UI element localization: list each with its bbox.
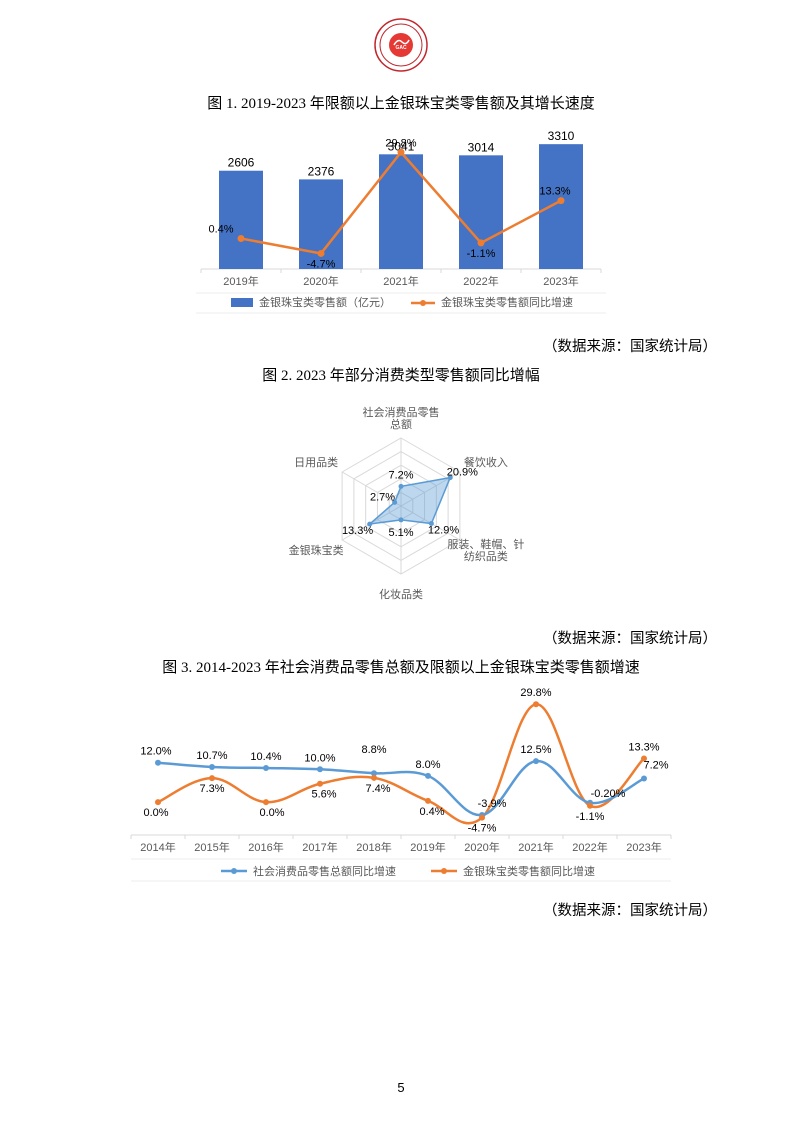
svg-text:29.8%: 29.8%: [385, 137, 416, 149]
svg-text:2376: 2376: [308, 164, 335, 178]
svg-text:12.0%: 12.0%: [140, 746, 171, 758]
svg-text:2022年: 2022年: [572, 840, 607, 854]
svg-text:2017年: 2017年: [302, 840, 337, 854]
svg-text:服装、鞋帽、针: 服装、鞋帽、针: [447, 537, 524, 551]
svg-text:2018年: 2018年: [356, 840, 391, 854]
svg-text:-1.1%: -1.1%: [576, 811, 605, 823]
svg-text:8.8%: 8.8%: [361, 744, 386, 756]
svg-text:10.7%: 10.7%: [196, 750, 227, 762]
page-number: 5: [397, 1080, 404, 1095]
svg-text:2023年: 2023年: [626, 840, 661, 854]
svg-text:-0.20%: -0.20%: [591, 788, 626, 800]
svg-text:总额: 总额: [390, 417, 412, 431]
svg-text:13.3%: 13.3%: [342, 525, 373, 537]
svg-text:化妆品类: 化妆品类: [379, 587, 423, 601]
svg-text:2023年: 2023年: [543, 274, 578, 288]
svg-text:5.6%: 5.6%: [311, 789, 336, 801]
chart2-source: （数据来源：国家统计局）: [85, 627, 717, 648]
svg-text:2019年: 2019年: [410, 840, 445, 854]
svg-text:10.4%: 10.4%: [250, 751, 281, 763]
svg-text:GAC: GAC: [395, 45, 407, 51]
svg-text:7.2%: 7.2%: [643, 759, 668, 771]
svg-text:-1.1%: -1.1%: [467, 248, 496, 260]
svg-text:日用品类: 日用品类: [294, 455, 338, 469]
svg-text:2606: 2606: [228, 156, 255, 170]
svg-text:2021年: 2021年: [383, 274, 418, 288]
svg-text:29.8%: 29.8%: [520, 687, 551, 699]
svg-text:0.0%: 0.0%: [143, 807, 168, 819]
svg-text:社会消费品零售总额同比增速: 社会消费品零售总额同比增速: [253, 864, 396, 878]
svg-text:5.1%: 5.1%: [388, 527, 413, 539]
chart1: 26062019年23762020年30412021年30142022年3310…: [171, 119, 631, 329]
svg-text:7.3%: 7.3%: [199, 783, 224, 795]
svg-text:2021年: 2021年: [518, 840, 553, 854]
svg-text:纺织品类: 纺织品类: [464, 549, 508, 563]
svg-text:2020年: 2020年: [464, 840, 499, 854]
svg-text:13.3%: 13.3%: [539, 186, 570, 198]
svg-text:2019年: 2019年: [223, 274, 258, 288]
svg-text:0.4%: 0.4%: [208, 223, 233, 235]
svg-text:3310: 3310: [548, 129, 575, 143]
svg-text:7.4%: 7.4%: [365, 783, 390, 795]
chart2-title: 图 2. 2023 年部分消费类型零售额同比增幅: [85, 364, 717, 385]
chart1-source: （数据来源：国家统计局）: [85, 335, 717, 356]
svg-text:2015年: 2015年: [194, 840, 229, 854]
chart3-title: 图 3. 2014-2023 年社会消费品零售总额及限额以上金银珠宝类零售额增速: [85, 656, 717, 677]
chart2: 社会消费品零售总额餐饮收入服装、鞋帽、针纺织品类化妆品类金银珠宝类日用品类7.2…: [181, 391, 621, 621]
svg-text:10.0%: 10.0%: [304, 752, 335, 764]
chart1-title: 图 1. 2019-2023 年限额以上金银珠宝类零售额及其增长速度: [85, 92, 717, 113]
svg-text:8.0%: 8.0%: [415, 759, 440, 771]
svg-text:20.9%: 20.9%: [447, 467, 478, 479]
svg-text:2022年: 2022年: [463, 274, 498, 288]
svg-text:0.0%: 0.0%: [259, 807, 284, 819]
svg-text:-3.9%: -3.9%: [478, 798, 507, 810]
svg-text:3014: 3014: [468, 140, 495, 154]
svg-text:7.2%: 7.2%: [388, 469, 413, 481]
chart3: 2014年 2015年 2016年 2017年 2018年 2019年 2020年 2021年…: [111, 683, 691, 893]
svg-text:13.3%: 13.3%: [628, 741, 659, 753]
svg-text:2020年: 2020年: [303, 274, 338, 288]
document-page: GAC 图 1. 2019-2023 年限额以上金银珠宝类零售额及其增长速度 2…: [0, 0, 802, 1133]
svg-text:2016年: 2016年: [248, 840, 283, 854]
svg-text:2.7%: 2.7%: [370, 491, 395, 503]
svg-text:-4.7%: -4.7%: [468, 823, 497, 835]
svg-text:社会消费品零售: 社会消费品零售: [363, 405, 440, 419]
svg-text:-4.7%: -4.7%: [307, 258, 336, 270]
gac-logo: GAC: [374, 18, 428, 72]
svg-text:12.5%: 12.5%: [520, 744, 551, 756]
svg-text:金银珠宝类: 金银珠宝类: [289, 543, 344, 557]
svg-text:金银珠宝类零售额同比增速: 金银珠宝类零售额同比增速: [441, 295, 573, 309]
svg-text:金银珠宝类零售额（亿元）: 金银珠宝类零售额（亿元）: [259, 295, 391, 309]
chart3-source: （数据来源：国家统计局）: [85, 899, 717, 920]
svg-text:金银珠宝类零售额同比增速: 金银珠宝类零售额同比增速: [463, 864, 595, 878]
svg-text:0.4%: 0.4%: [419, 806, 444, 818]
svg-text:12.9%: 12.9%: [428, 525, 459, 537]
svg-text:2014年: 2014年: [140, 840, 175, 854]
